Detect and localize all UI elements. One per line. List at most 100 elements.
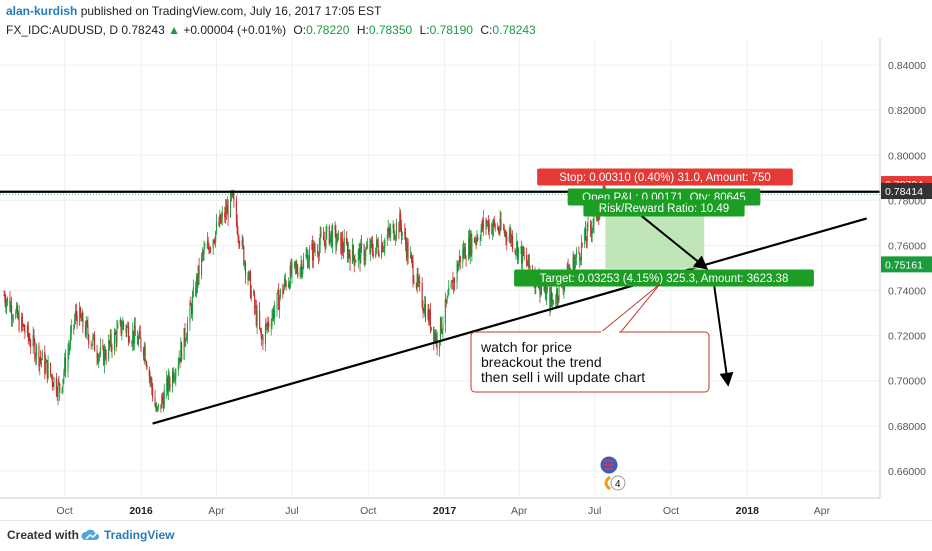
candle-body <box>108 340 110 360</box>
y-tick-label: 0.82000 <box>888 105 926 117</box>
note-line-2: breackout the trend <box>481 354 602 370</box>
candle-body <box>348 249 350 255</box>
candle-body <box>349 254 351 264</box>
candle-body <box>67 351 69 372</box>
candle-body <box>297 271 299 277</box>
candle-body <box>475 239 477 242</box>
candle-body <box>514 249 516 252</box>
candle-body <box>517 242 519 259</box>
candle-body <box>94 334 96 352</box>
candle-body <box>322 235 324 240</box>
candle-body <box>405 234 407 244</box>
candle-body <box>453 278 455 290</box>
candle-body <box>128 325 130 342</box>
candle-body <box>65 357 67 372</box>
candle-body <box>239 243 241 245</box>
candle-body <box>21 316 23 325</box>
candle-body <box>334 226 336 231</box>
tradingview-link[interactable]: TradingView <box>104 528 175 542</box>
candle-body <box>137 335 139 345</box>
candle-body <box>121 329 123 333</box>
candle-body <box>55 377 57 394</box>
text-note[interactable]: watch for price breackout the trend then… <box>470 283 710 393</box>
candle-body <box>103 346 105 365</box>
candle-body <box>505 231 507 238</box>
candle-body <box>464 246 466 259</box>
candle-body <box>244 262 246 265</box>
candle-body <box>236 221 238 234</box>
candle-body <box>529 266 531 269</box>
candle-body <box>555 301 557 305</box>
candle-body <box>145 360 147 364</box>
candle-body <box>202 252 204 254</box>
candle-body <box>337 232 339 234</box>
candle-body <box>330 231 332 235</box>
x-tick-label: Apr <box>511 505 528 517</box>
candle-body <box>189 303 191 323</box>
candle-body <box>127 325 129 328</box>
candle-body <box>162 399 164 408</box>
candle-body <box>201 252 203 255</box>
candle-body <box>102 346 104 348</box>
candle-body <box>527 254 529 266</box>
candle-body <box>580 260 582 262</box>
candle-body <box>313 243 315 261</box>
candle-body <box>511 236 513 242</box>
candle-body <box>574 261 576 274</box>
candle-body <box>85 321 87 336</box>
symbol-legend: FX_IDC:AUDUSD, D 0.78243 ▲ +0.00004 (+0.… <box>6 22 886 38</box>
author-link[interactable]: alan-kurdish <box>6 4 78 18</box>
candle-body <box>207 240 209 247</box>
flag-event-icon[interactable]: 4 <box>599 455 626 491</box>
x-tick-label: Oct <box>360 505 376 517</box>
candle-body <box>371 240 373 244</box>
candle-body <box>11 318 13 319</box>
candle-body <box>462 249 464 263</box>
candle-body <box>584 229 586 245</box>
price-chart[interactable]: Stop: 0.00310 (0.40%) 31.0, Amount: 750 O… <box>0 0 932 520</box>
candle-body <box>151 379 153 389</box>
candle-body <box>29 339 31 346</box>
candle-body <box>480 229 482 240</box>
candle-body <box>424 303 426 313</box>
candle-body <box>509 231 511 236</box>
candle-body <box>308 261 310 268</box>
candle-body <box>487 221 489 224</box>
candle-body <box>447 295 449 298</box>
candle-body <box>75 311 77 315</box>
candle-body <box>185 340 187 342</box>
candle-body <box>446 297 448 303</box>
candle-body <box>581 242 583 245</box>
candle-body <box>378 253 380 257</box>
candle-body <box>282 289 284 294</box>
candle-body <box>395 236 397 239</box>
candle-body <box>108 340 110 345</box>
candle-body <box>444 299 446 325</box>
candle-body <box>276 293 278 310</box>
candle-body <box>502 228 504 230</box>
candle-body <box>491 224 493 234</box>
candle-body <box>245 262 247 276</box>
support-trendline <box>152 217 868 425</box>
candle-body <box>361 243 363 246</box>
candle-body <box>219 214 221 226</box>
candle-body <box>144 346 146 361</box>
candle-body <box>5 302 7 308</box>
candle-body <box>139 331 141 339</box>
candle-body <box>314 250 316 252</box>
candle-body <box>58 381 60 384</box>
candle-body <box>598 218 600 220</box>
candle-body <box>218 222 220 226</box>
candle-body <box>220 214 222 223</box>
candle-body <box>87 324 89 336</box>
candle-body <box>79 307 81 317</box>
candle-body <box>16 305 18 317</box>
tradingview-cloud-icon[interactable] <box>80 527 102 543</box>
candle-body <box>96 351 98 358</box>
candle-body <box>11 305 13 319</box>
candle-body <box>382 248 384 252</box>
candle-body <box>175 370 177 378</box>
candle-body <box>44 351 46 373</box>
high-label: H: <box>356 23 369 37</box>
